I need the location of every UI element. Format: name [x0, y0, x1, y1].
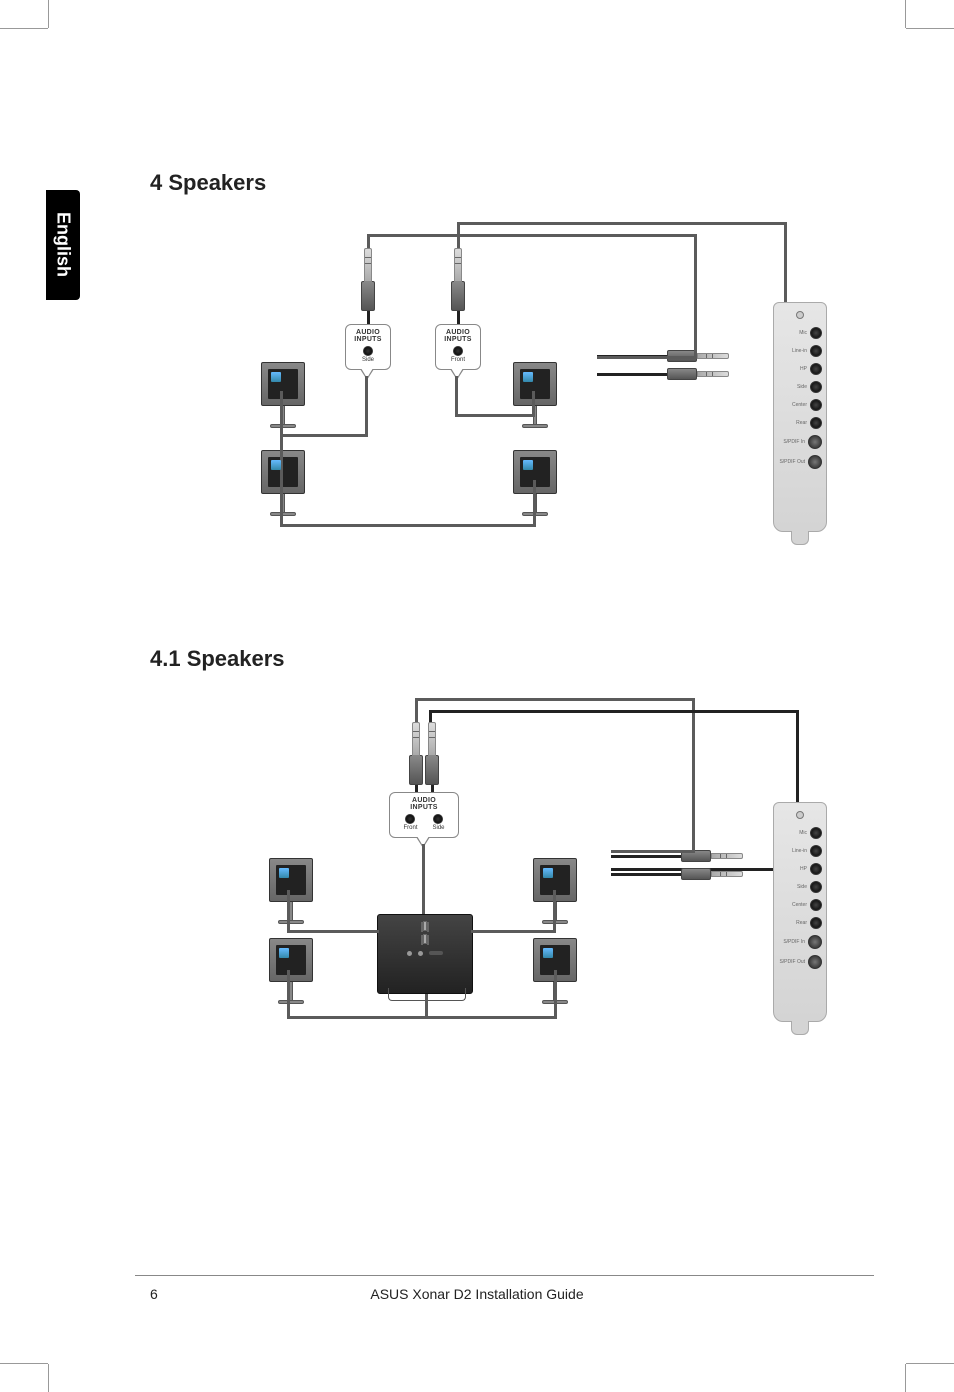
speaker-icon — [261, 858, 321, 924]
port-icon — [810, 917, 822, 929]
port-label: Center — [792, 902, 807, 908]
port-label: HP — [800, 866, 807, 872]
audio-inputs-box-side: AUDIO INPUTS Side — [345, 324, 391, 370]
heading-4-1-speakers: 4.1 Speakers — [150, 646, 874, 672]
port-icon — [810, 863, 822, 875]
diagram-4-speakers: AUDIO INPUTS Side AUDIO INPUTS Front — [167, 216, 787, 546]
crop-mark — [905, 1364, 906, 1392]
port-label: HP — [800, 366, 807, 372]
crop-mark — [906, 1363, 954, 1364]
port-icon — [810, 845, 822, 857]
port-icon — [810, 381, 822, 393]
port-label: Line-in — [792, 348, 807, 354]
port-label: Mic — [799, 830, 807, 836]
port-label: Rear — [796, 420, 807, 426]
section-4-1-speakers: 4.1 Speakers AUDIO INPUTS — [80, 646, 874, 1032]
speaker-icon — [253, 450, 313, 516]
crop-mark — [906, 28, 954, 29]
port-label: Line-in — [792, 848, 807, 854]
heading-4-speakers: 4 Speakers — [150, 170, 874, 196]
inputbox-title: AUDIO INPUTS — [352, 329, 384, 343]
crop-mark — [48, 0, 49, 28]
port-label: Center — [792, 402, 807, 408]
inputbox-title: AUDIO INPUTS — [396, 797, 452, 811]
subwoofer-icon — [377, 914, 473, 994]
page-content: English 4 Speakers AUDIO INPUTS Side — [80, 60, 874, 1332]
inputbox-label: Front — [403, 825, 417, 831]
inputbox-label: Side — [352, 357, 384, 363]
audio-inputs-box: AUDIO INPUTS Front Side — [389, 792, 459, 838]
port-label: Side — [797, 384, 807, 390]
speaker-icon — [261, 938, 321, 1004]
port-icon — [810, 399, 822, 411]
port-icon — [810, 363, 822, 375]
crop-mark — [0, 1363, 48, 1364]
port-label: S/PDIF In — [783, 939, 805, 945]
sound-card-bracket: Mic Line-in HP Side Center Rear S/PDIF I… — [773, 802, 827, 1022]
audio-plug-horizontal — [611, 868, 743, 880]
port-icon — [808, 455, 822, 469]
port-icon — [810, 345, 822, 357]
port-label: S/PDIF Out — [779, 959, 805, 965]
port-icon — [810, 881, 822, 893]
crop-mark — [905, 0, 906, 28]
footer-text: ASUS Xonar D2 Installation Guide — [80, 1286, 874, 1302]
port-label: S/PDIF In — [783, 439, 805, 445]
inputbox-label: Side — [432, 825, 444, 831]
inputbox-label: Front — [442, 357, 474, 363]
port-icon — [808, 435, 822, 449]
language-tab: English — [46, 190, 80, 300]
port-icon — [810, 899, 822, 911]
port-label: S/PDIF Out — [779, 459, 805, 465]
footer-divider — [135, 1275, 874, 1276]
section-4-speakers: 4 Speakers AUDIO INPUTS Side — [80, 170, 874, 546]
port-label: Rear — [796, 920, 807, 926]
port-icon — [810, 827, 822, 839]
audio-plug-horizontal — [597, 368, 729, 380]
speaker-icon — [253, 362, 313, 428]
speaker-icon — [505, 362, 565, 428]
port-icon — [808, 935, 822, 949]
crop-mark — [0, 28, 48, 29]
port-icon — [808, 955, 822, 969]
sound-card-bracket: Mic Line-in HP Side Center Rear S/PDIF I… — [773, 302, 827, 532]
port-icon — [810, 417, 822, 429]
port-label: Side — [797, 884, 807, 890]
inputbox-title: AUDIO INPUTS — [442, 329, 474, 343]
audio-inputs-box-front: AUDIO INPUTS Front — [435, 324, 481, 370]
diagram-4-1-speakers: AUDIO INPUTS Front Side — [167, 692, 787, 1032]
port-icon — [810, 327, 822, 339]
crop-mark — [48, 1364, 49, 1392]
port-label: Mic — [799, 330, 807, 336]
